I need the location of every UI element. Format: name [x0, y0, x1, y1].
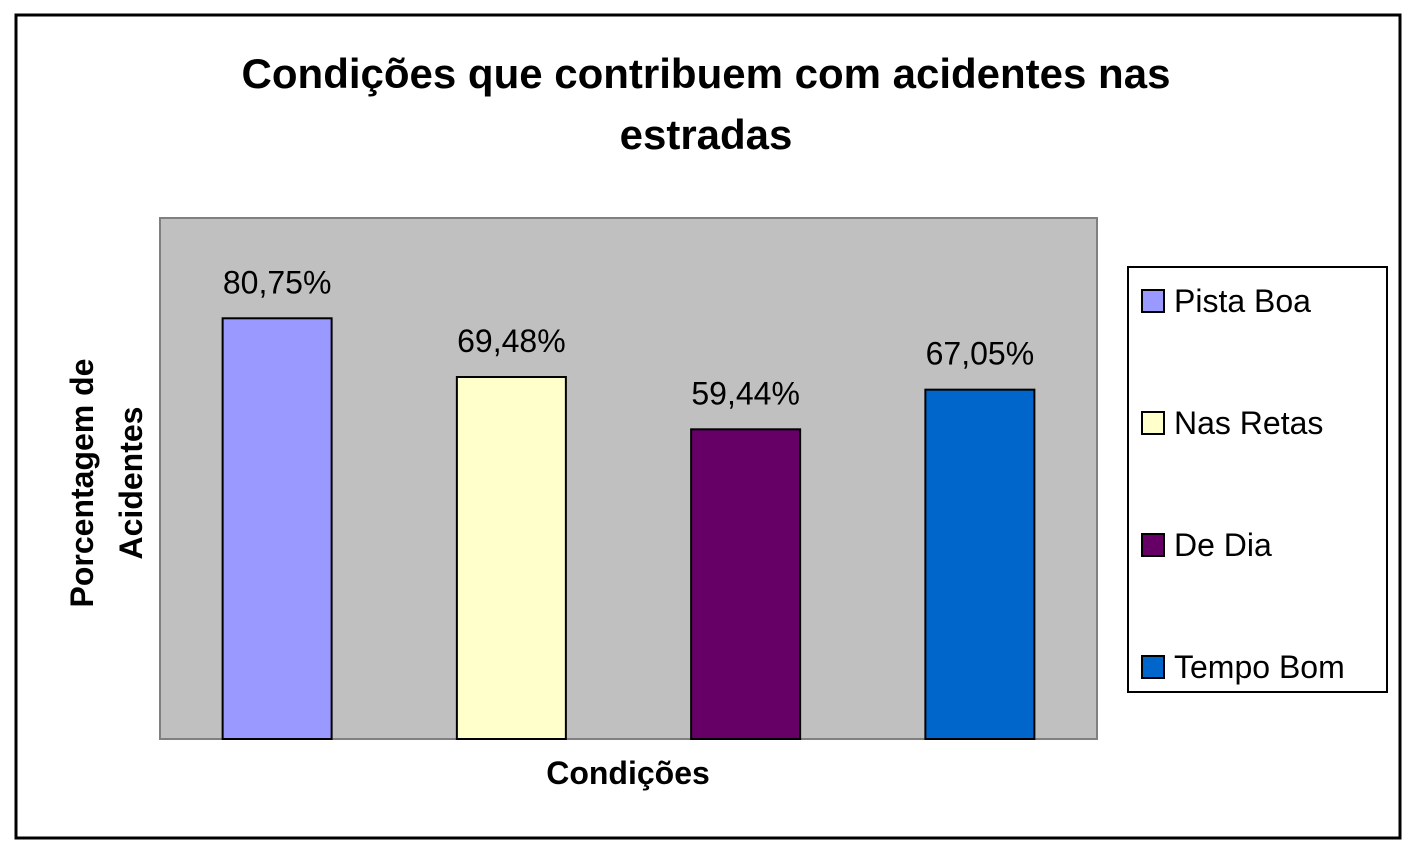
data-label: 80,75% [223, 264, 332, 300]
data-label: 59,44% [691, 375, 800, 411]
legend-label: Pista Boa [1174, 283, 1311, 319]
data-label: 67,05% [926, 336, 1035, 372]
legend [1127, 266, 1388, 693]
bar-nas-retas [455, 376, 567, 740]
y-axis-label-line-1: Porcentagem de [64, 359, 100, 608]
bar-de-dia [690, 428, 802, 740]
chart-title-line-2: estradas [620, 111, 793, 158]
legend-label: De Dia [1174, 527, 1272, 563]
chart-title-line-1: Condições que contribuem com acidentes n… [242, 50, 1171, 97]
bar-pista-boa [221, 317, 333, 740]
data-label: 69,48% [457, 323, 566, 359]
legend-label: Nas Retas [1174, 405, 1323, 441]
legend-swatch [1141, 533, 1165, 557]
legend-swatch [1141, 289, 1165, 313]
legend-label: Tempo Bom [1174, 649, 1345, 685]
bar-tempo-bom [924, 388, 1036, 740]
y-axis-label-line-2: Acidentes [113, 407, 149, 560]
legend-swatch [1141, 655, 1165, 679]
x-axis-label: Condições [546, 755, 710, 791]
legend-swatch [1141, 411, 1165, 435]
